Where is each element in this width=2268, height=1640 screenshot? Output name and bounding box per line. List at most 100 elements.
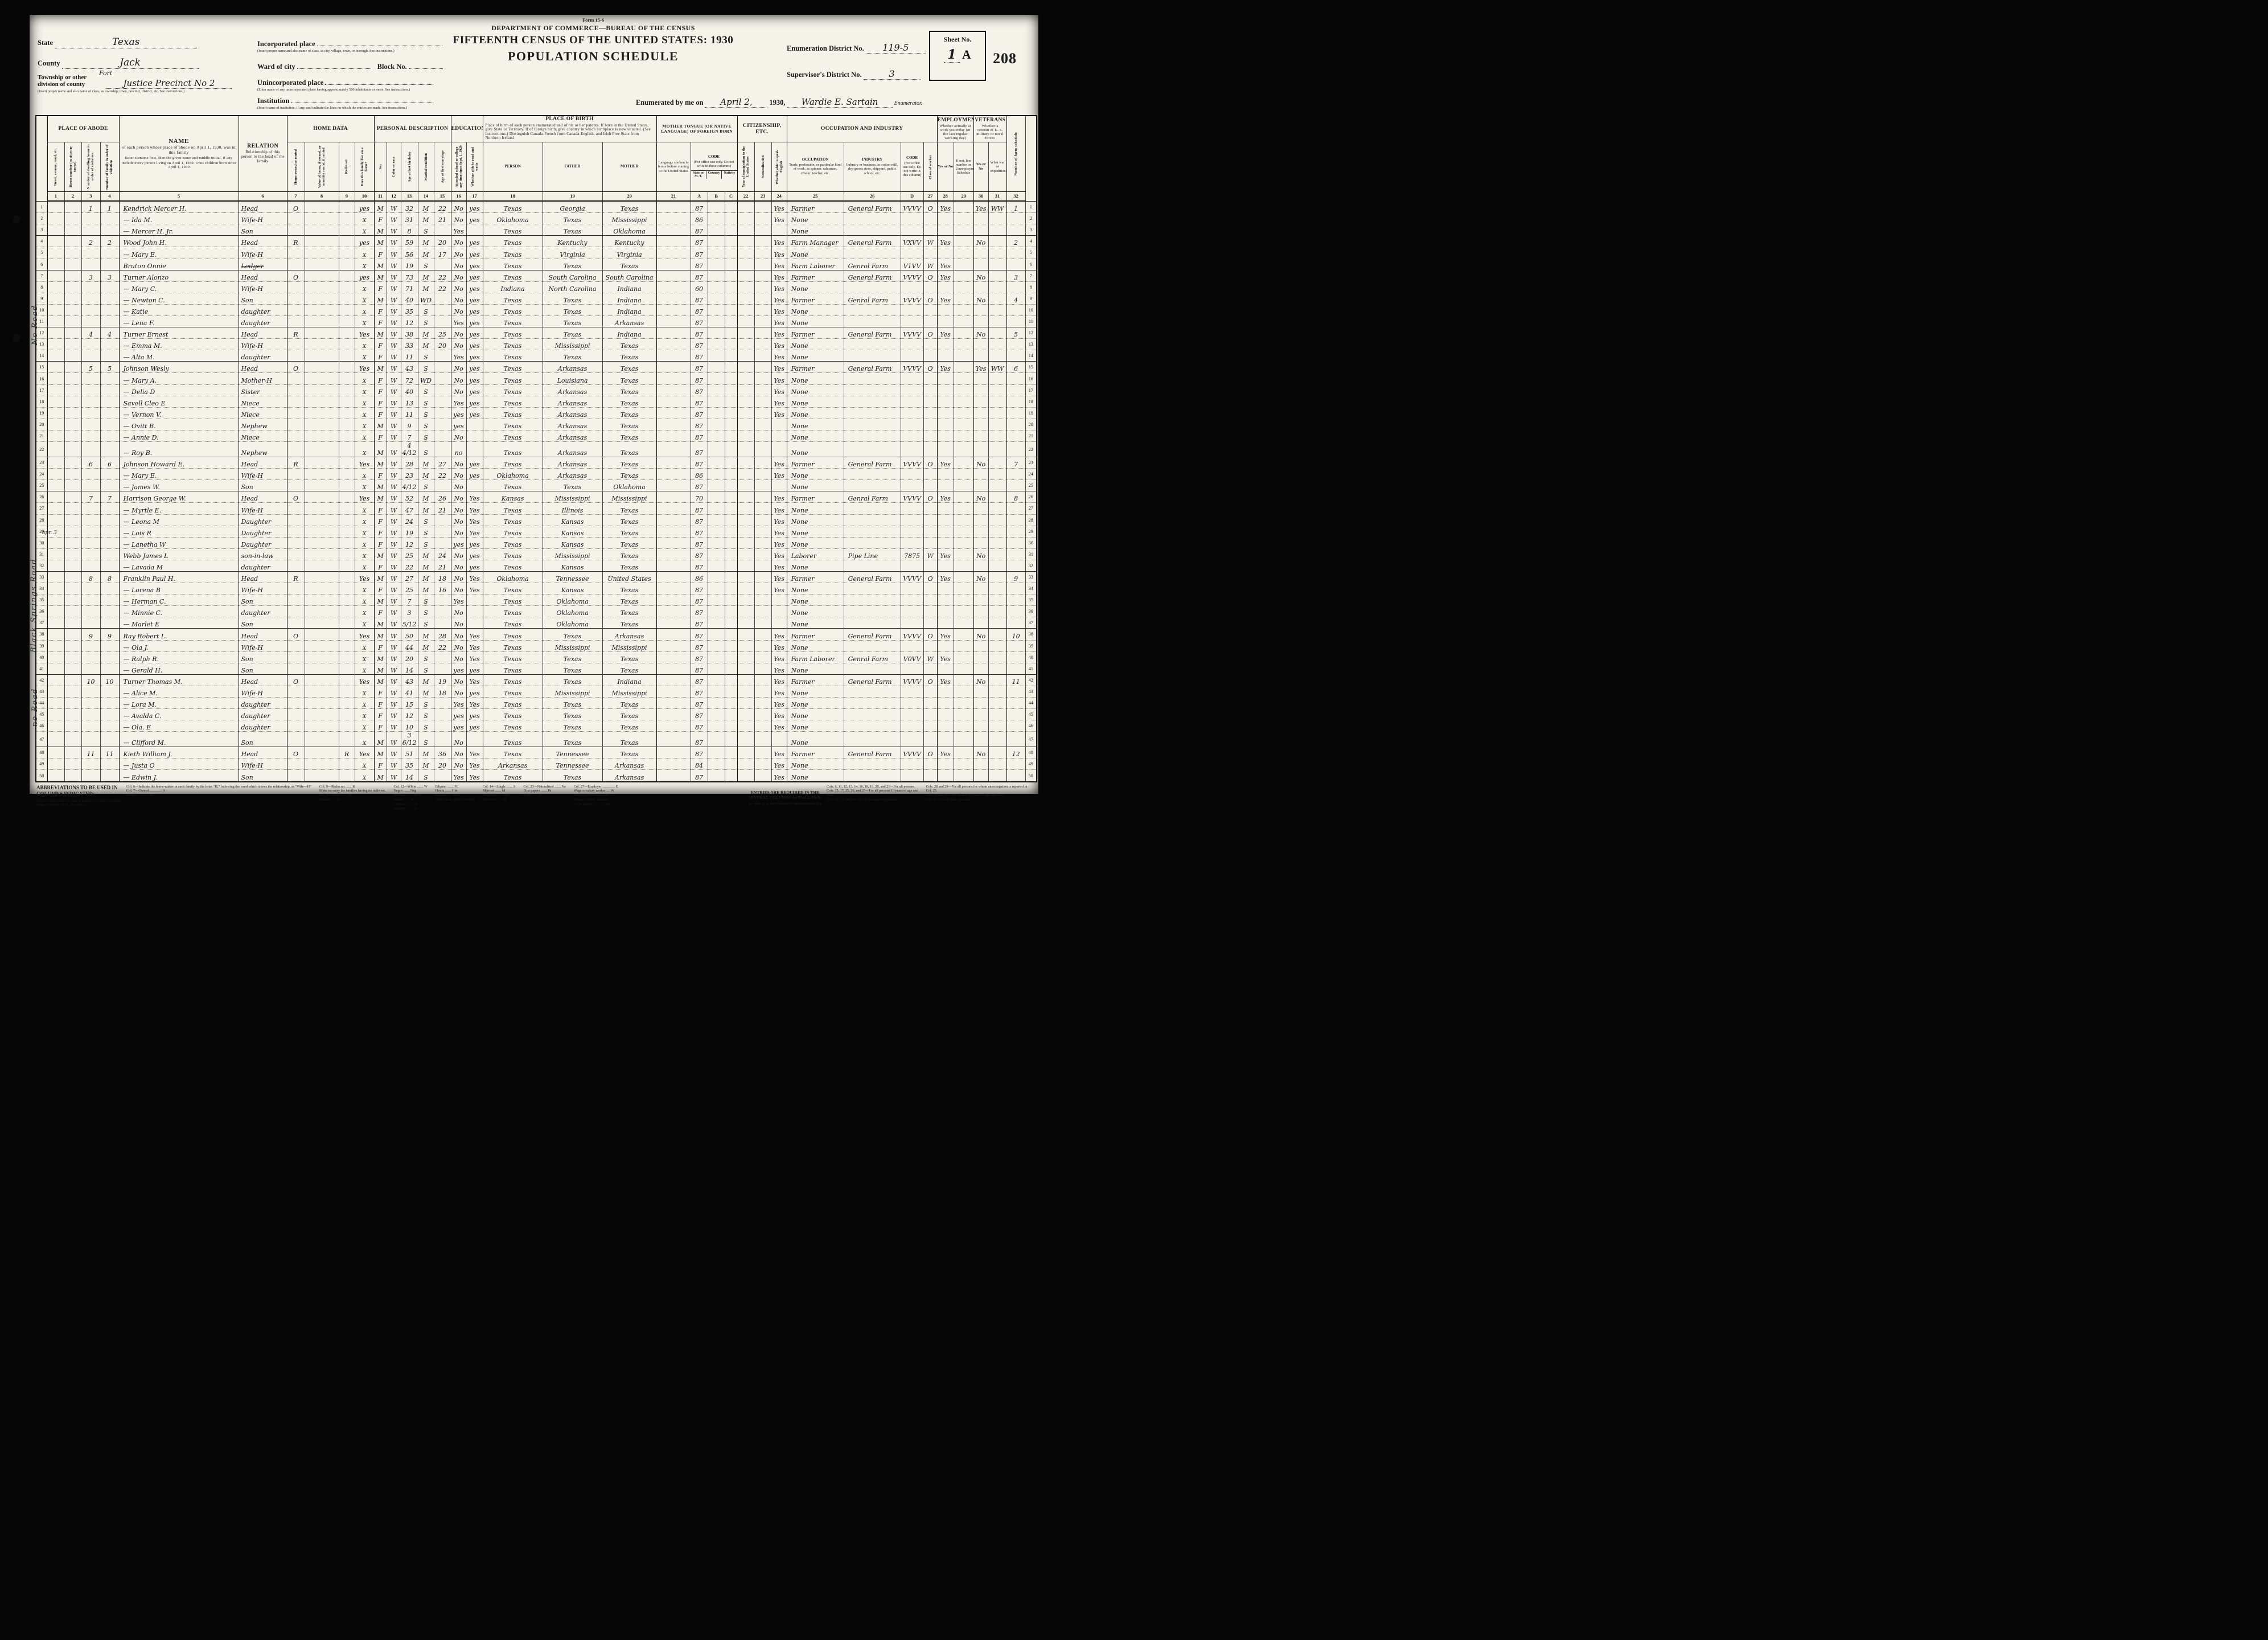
cell-val xyxy=(304,708,339,721)
cell-pb: Texas xyxy=(482,361,543,374)
cell-vet xyxy=(973,407,989,419)
cell-street xyxy=(47,605,64,618)
cell-street xyxy=(47,686,64,698)
cell-cb xyxy=(707,674,725,686)
cell-occ: None xyxy=(786,583,844,595)
cell-cd: VVVV xyxy=(900,491,924,503)
cell-ind xyxy=(843,708,901,721)
cell-ca: 87 xyxy=(690,361,708,374)
cell-agm: 20 xyxy=(433,338,451,351)
cell-cd xyxy=(900,350,924,362)
cell-fam xyxy=(100,304,119,317)
cell-wk xyxy=(936,686,954,698)
cell-fno xyxy=(1006,548,1026,560)
cell-occ: None xyxy=(786,731,844,748)
cell-ca: 87 xyxy=(690,537,708,549)
line-number-left: 26 xyxy=(35,491,47,503)
cell-imm xyxy=(737,235,755,248)
cell-cd xyxy=(900,304,924,317)
cell-dw xyxy=(81,708,100,721)
cell-imm xyxy=(737,502,755,515)
cell-agm xyxy=(433,350,451,362)
cell-pm: Arkansas xyxy=(602,758,657,770)
cell-nat xyxy=(754,441,772,458)
cell-race: W xyxy=(386,200,401,214)
line-number-left: 23 xyxy=(35,457,47,469)
cell-fam: 5 xyxy=(100,361,119,374)
cell-ue xyxy=(953,304,974,317)
col-header-relation: RELATION Relationship of this person to … xyxy=(238,116,287,192)
cell-cc xyxy=(724,651,738,663)
cell-cb xyxy=(707,224,725,236)
print-code: 11—9087 xyxy=(748,802,761,806)
cell-agm xyxy=(433,514,451,526)
line-number-left: 8 xyxy=(35,281,47,293)
cell-val xyxy=(304,468,339,481)
cell-fno xyxy=(1006,708,1026,721)
cell-race: W xyxy=(386,548,401,560)
cell-ca: 87 xyxy=(690,304,708,317)
cell-ue xyxy=(953,502,974,515)
cell-ca: 87 xyxy=(690,640,708,652)
cell-pb: Texas xyxy=(482,720,543,732)
cell-rel: Niece xyxy=(238,430,287,442)
cell-race: W xyxy=(386,293,401,305)
cell-street xyxy=(47,224,64,236)
cell-own xyxy=(286,514,305,526)
cell-vet xyxy=(973,468,989,481)
cell-val xyxy=(304,269,339,282)
cell-race: W xyxy=(386,457,401,469)
cell-cls: W xyxy=(923,548,938,560)
cell-pm: Texas xyxy=(602,663,657,675)
cell-radio xyxy=(338,663,355,675)
cell-radio xyxy=(338,281,355,293)
cell-eng: Yes xyxy=(771,628,787,641)
cell-pb: Oklahoma xyxy=(482,571,543,584)
cell-sex: M xyxy=(373,651,387,663)
cell-rw: Yes xyxy=(466,491,483,503)
cell-ue xyxy=(953,407,974,419)
census-row: 33 8 8 Franklin Paul H. Head R Yes M W 27 M 18 No Yes… xyxy=(35,571,1037,584)
cell-radio xyxy=(338,640,355,652)
cell-own xyxy=(286,560,305,572)
cell-farm: X xyxy=(354,247,375,259)
col-number-25: 25 xyxy=(786,191,844,202)
cell-radio xyxy=(338,514,355,526)
cell-rw: yes xyxy=(466,200,483,214)
cell-farm: X xyxy=(354,212,375,225)
cell-race: W xyxy=(386,269,401,282)
cell-own xyxy=(286,350,305,362)
cell-age: 13 xyxy=(400,396,418,408)
cell-age: 14 xyxy=(400,769,418,782)
cell-val xyxy=(304,571,339,584)
cell-sch: No xyxy=(450,731,467,748)
cell-pb: Texas xyxy=(482,235,543,248)
cell-mar: M xyxy=(417,502,434,515)
cell-tng xyxy=(656,686,691,698)
cell-fam xyxy=(100,407,119,419)
cell-val xyxy=(304,674,339,686)
cell-name: Turner Alonzo xyxy=(118,269,239,282)
cell-fno xyxy=(1006,502,1026,515)
line-number-left: 21 xyxy=(35,430,47,442)
enumerator-name: Wardie E. Sartain xyxy=(787,97,893,108)
cell-rel: Head xyxy=(238,235,287,248)
cell-pf: Texas xyxy=(542,720,603,732)
cell-race: W xyxy=(386,514,401,526)
line-number-right: 30 xyxy=(1025,537,1037,549)
cell-name: — Alice M. xyxy=(118,686,239,698)
state-value: Texas xyxy=(55,36,198,48)
cell-cc xyxy=(724,200,738,214)
cell-sex: M xyxy=(373,327,387,339)
cell-imm xyxy=(737,720,755,732)
cell-sch: Yes xyxy=(450,594,467,606)
cell-sex: M xyxy=(373,628,387,641)
cell-agm xyxy=(433,605,451,618)
cell-vet xyxy=(973,583,989,595)
cell-pb: Texas xyxy=(482,605,543,618)
cell-pf: Kansas xyxy=(542,583,603,595)
cell-name: — Leona M xyxy=(118,514,239,526)
col-number-2: 2 xyxy=(64,191,81,202)
cell-rel: Daughter xyxy=(238,526,287,538)
